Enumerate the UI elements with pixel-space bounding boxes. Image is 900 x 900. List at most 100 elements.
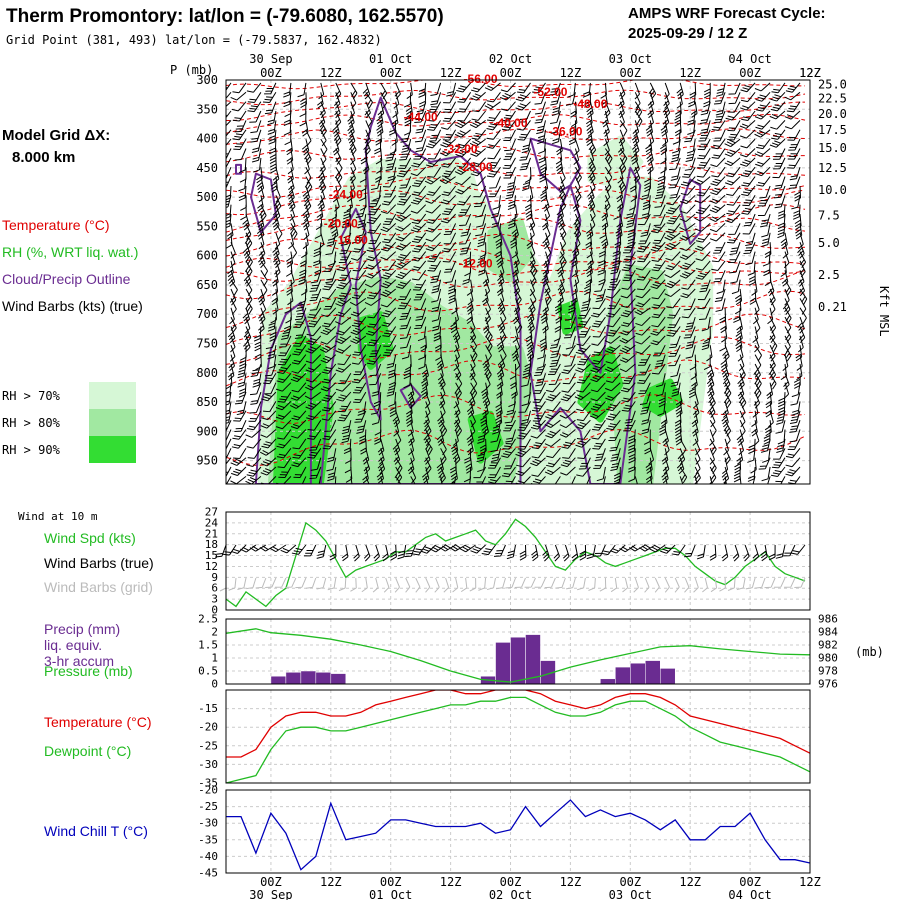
wind-barb	[389, 401, 397, 417]
wind-barb	[660, 157, 667, 174]
wind-barb	[425, 157, 441, 168]
wind-barb	[799, 288, 808, 306]
wind-barb	[256, 223, 265, 240]
wind-barb	[529, 260, 538, 278]
wind-barb	[567, 82, 576, 98]
wind-barb	[382, 326, 397, 337]
wind-barb	[466, 298, 474, 315]
surface-wind-barb	[259, 544, 277, 552]
wind-barb	[753, 363, 761, 381]
wind-barb	[264, 363, 277, 377]
wind-barb	[226, 166, 232, 180]
legend-temperature: Temperature (°C)	[2, 217, 110, 233]
wind-barb	[526, 307, 535, 325]
surface-wind-barb-grid	[727, 577, 736, 591]
wind-barb	[602, 110, 609, 128]
wind-barb	[544, 438, 561, 447]
wind-barb	[448, 288, 457, 304]
wind-barb	[411, 194, 427, 205]
wind-barb	[327, 466, 337, 482]
wind-barb	[661, 466, 669, 484]
wind-barb	[594, 279, 606, 292]
wind-barb	[777, 392, 786, 408]
top-date-label: 02 Oct	[489, 52, 532, 66]
wind-barb	[380, 204, 397, 214]
wind-barb	[751, 279, 758, 296]
surface-wind-barb-grid	[599, 577, 607, 592]
wind-barb	[657, 167, 666, 183]
wind-barb	[452, 448, 461, 465]
wind-barb	[364, 101, 371, 119]
wind-barb	[437, 476, 444, 484]
wind-barb	[791, 401, 801, 416]
wind-barb	[305, 382, 322, 391]
pressure-tick-label: 300	[196, 73, 218, 87]
wind-barb	[739, 148, 756, 158]
wind-barb	[671, 382, 681, 397]
wind-barb	[490, 438, 501, 453]
wind-barb	[476, 213, 487, 228]
wind-barb	[385, 148, 397, 162]
wind-barb	[570, 251, 578, 268]
wind-barb	[249, 401, 262, 414]
wind-barb	[511, 204, 518, 221]
wind-barb	[233, 448, 247, 460]
wind-barb	[436, 457, 444, 475]
wind-barb	[799, 251, 807, 268]
legend-cloud-outline: Cloud/Precip Outline	[2, 271, 131, 287]
top-date-label: 03 Oct	[609, 52, 652, 66]
wind-barb	[499, 91, 516, 101]
wind-barb	[321, 288, 337, 300]
wind-barb	[272, 242, 280, 259]
wind-barb	[247, 448, 262, 459]
wind-barb	[337, 260, 352, 272]
wind-barb	[769, 373, 777, 390]
kft-tick-label: 17.5	[818, 123, 847, 137]
wind-barb	[334, 195, 340, 212]
wind-barb	[380, 241, 397, 252]
wind-barb	[679, 466, 688, 484]
wind-barb	[395, 279, 412, 289]
wind-barb	[557, 279, 566, 297]
wind-barb	[487, 157, 501, 169]
wind-barb	[286, 251, 294, 268]
wind-barb	[721, 410, 729, 428]
wind-barb	[669, 157, 681, 171]
wind-barb	[265, 335, 277, 350]
wind-barb	[670, 167, 681, 181]
wind-barb	[667, 307, 681, 319]
wind-barb	[656, 373, 666, 388]
wind-barb	[695, 269, 711, 280]
wind-barb	[575, 344, 591, 355]
surface-wind-panel: Wind at 10 m Wind Spd (kts) Wind Barbs (…	[18, 506, 811, 617]
wind-barb	[541, 176, 549, 193]
wind-barb	[455, 185, 471, 195]
panel-tick-label: 21	[205, 527, 218, 540]
wind-barb	[291, 382, 307, 393]
wind-barb	[755, 166, 771, 177]
wind-barb	[538, 148, 546, 164]
wind-barb	[427, 260, 442, 272]
wind-barb	[485, 326, 493, 343]
wind-barb	[745, 251, 756, 266]
wind-barb	[592, 419, 606, 431]
wind-barb	[653, 204, 666, 217]
wind-barb	[740, 91, 756, 103]
wind-barb	[292, 344, 307, 356]
wind-barb	[605, 391, 621, 401]
wind-barb	[716, 279, 726, 294]
wind-barb	[253, 326, 262, 342]
wind-barb	[290, 419, 307, 430]
panel-tick-label: 6	[211, 582, 218, 595]
wind-barb	[782, 242, 789, 259]
wind-barb	[412, 176, 427, 187]
wind-barb	[752, 307, 759, 325]
wind-barb	[276, 363, 292, 374]
wind-barb	[437, 363, 444, 381]
wind-barb	[550, 345, 561, 359]
wind-barb	[270, 157, 277, 174]
pressure-tick-label: 978	[818, 665, 838, 678]
wind-barb	[505, 429, 516, 443]
wind-barb	[720, 476, 728, 484]
wind-barb	[530, 429, 546, 439]
